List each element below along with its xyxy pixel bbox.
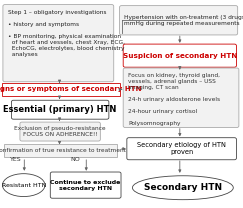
Text: Hypertension with on-treatment (3 drugs) BP>140/90
mmHg during repeated measurem: Hypertension with on-treatment (3 drugs)… (124, 15, 243, 26)
Text: Secondary HTN: Secondary HTN (144, 183, 222, 192)
Ellipse shape (2, 174, 45, 197)
FancyBboxPatch shape (2, 83, 120, 96)
FancyBboxPatch shape (127, 138, 236, 160)
FancyBboxPatch shape (20, 122, 100, 141)
Text: Exclusion of pseudo-resistance
FOCUS ON ADHERENCE!!: Exclusion of pseudo-resistance FOCUS ON … (14, 126, 106, 137)
Text: No signs or symptoms of secondary HTN: No signs or symptoms of secondary HTN (0, 87, 141, 92)
Text: Step 1 – obligatory investigations

• history and symptoms

• BP monitoring, phy: Step 1 – obligatory investigations • his… (8, 10, 125, 57)
Text: Secondary etiology of HTN
proven: Secondary etiology of HTN proven (137, 142, 226, 155)
FancyBboxPatch shape (4, 144, 117, 157)
Text: Confirmation of true resistance to treatment: Confirmation of true resistance to treat… (0, 148, 126, 153)
FancyBboxPatch shape (11, 100, 109, 119)
Text: Resistant HTN: Resistant HTN (1, 183, 46, 188)
FancyBboxPatch shape (123, 68, 239, 128)
FancyBboxPatch shape (120, 6, 238, 35)
Text: Essential (primary) HTN: Essential (primary) HTN (3, 105, 117, 114)
Text: Focus on kidney, thyroid gland,
vessels, adrenal glands – USS
imaging, CT scan

: Focus on kidney, thyroid gland, vessels,… (128, 73, 220, 126)
Text: YES: YES (10, 157, 22, 162)
FancyBboxPatch shape (3, 5, 114, 82)
Text: Suspicion of secondary HTN: Suspicion of secondary HTN (123, 53, 237, 59)
Text: NO: NO (70, 157, 80, 162)
Text: Continue to exclude
secondary HTN: Continue to exclude secondary HTN (51, 180, 121, 191)
FancyBboxPatch shape (50, 172, 121, 198)
Ellipse shape (132, 176, 233, 200)
FancyBboxPatch shape (123, 44, 236, 67)
